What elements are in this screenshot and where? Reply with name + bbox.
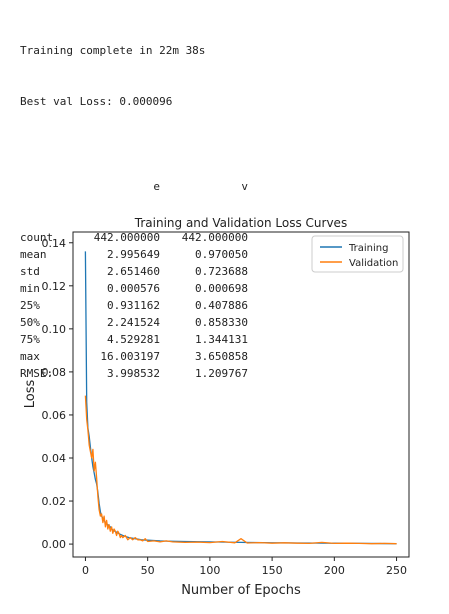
cell-v: 0.858330 xyxy=(195,316,248,329)
cell-v: 3.650858 xyxy=(195,350,248,363)
stats-table-row: std 2.651460 0.723688 xyxy=(20,263,248,280)
cell-e: 16.003197 xyxy=(100,350,160,363)
series-layer xyxy=(84,251,397,545)
loss-curve-chart: Training and Validation Loss Curves 0.00… xyxy=(23,216,410,598)
stats-table-row: count 442.000000 442.000000 xyxy=(20,229,248,246)
column-header: v xyxy=(241,180,248,193)
stats-table-row: max 16.003197 3.650858 xyxy=(20,348,248,365)
cell-v: 0.723688 xyxy=(195,265,248,278)
row-label: max xyxy=(20,350,40,363)
x-tick-label: 200 xyxy=(324,564,345,577)
y-tick-label: 0.12 xyxy=(42,280,67,293)
row-label: 50% xyxy=(20,316,40,329)
cell-v: 442.000000 xyxy=(181,231,248,244)
cell-v: 1.209767 xyxy=(195,367,248,380)
stats-table-row: mean 2.995649 0.970050 xyxy=(20,246,248,263)
x-tick-label: 0 xyxy=(82,564,89,577)
row-label: RMSE: xyxy=(20,367,54,380)
cell-e: 0.931162 xyxy=(107,299,160,312)
best-val-loss-line: Best val Loss: 0.000096 xyxy=(20,95,173,108)
x-tick-label: 150 xyxy=(262,564,283,577)
series-line-validation xyxy=(84,395,397,545)
y-axis: 0.00 0.02 0.04 0.06 0.08 0.10 0.12 0.14 xyxy=(42,237,73,551)
column-header: e xyxy=(153,180,160,193)
cell-e: 4.529281 xyxy=(107,333,160,346)
x-axis-label: Number of Epochs xyxy=(181,583,301,598)
chart-legend: Training Validation xyxy=(311,235,404,273)
cell-v: 0.407886 xyxy=(195,299,248,312)
y-tick-label: 0.14 xyxy=(42,237,67,250)
y-tick-label: 0.02 xyxy=(42,495,67,508)
row-label: mean xyxy=(20,248,47,261)
cell-e: 442.000000 xyxy=(93,231,160,244)
x-axis: 0 50 100 150 200 250 xyxy=(82,557,407,577)
cell-e: 3.998532 xyxy=(107,367,160,380)
cell-v: 0.970050 xyxy=(195,248,248,261)
cell-e: 2.241524 xyxy=(107,316,160,329)
row-label: count xyxy=(20,231,54,244)
cell-e: 2.651460 xyxy=(107,265,160,278)
chart-title: Training and Validation Loss Curves xyxy=(134,216,347,230)
y-tick-label: 0.08 xyxy=(42,366,67,379)
row-label: 75% xyxy=(20,333,40,346)
cell-e: 2.995649 xyxy=(107,248,160,261)
y-tick-label: 0.06 xyxy=(42,409,67,422)
y-axis-label: Loss xyxy=(23,380,38,409)
console-output: Training complete in 22m 38s Best val Lo… xyxy=(20,8,248,416)
row-label: std xyxy=(20,265,40,278)
legend-label-validation: Validation xyxy=(349,258,398,269)
stats-table-row: RMSE: 3.998532 1.209767 xyxy=(20,365,248,382)
y-tick-label: 0.10 xyxy=(42,323,67,336)
stats-table-row: 25% 0.931162 0.407886 xyxy=(20,297,248,314)
x-tick-label: 250 xyxy=(386,564,407,577)
row-label: 25% xyxy=(20,299,40,312)
series-line-training xyxy=(84,251,397,545)
cell-e: 0.000576 xyxy=(107,282,160,295)
stats-table-row: min 0.000576 0.000698 xyxy=(20,280,248,297)
plot-frame xyxy=(72,231,410,558)
row-label: min xyxy=(20,282,40,295)
stats-table-row: 50% 2.241524 0.858330 xyxy=(20,314,248,331)
cell-v: 1.344131 xyxy=(195,333,248,346)
cell-v: 0.000698 xyxy=(195,282,248,295)
legend-box xyxy=(311,235,404,273)
legend-label-training: Training xyxy=(348,243,388,254)
y-tick-label: 0.04 xyxy=(42,452,67,465)
x-tick-label: 50 xyxy=(141,564,155,577)
y-tick-label: 0.00 xyxy=(42,538,67,551)
training-complete-line: Training complete in 22m 38s xyxy=(20,44,206,57)
stats-table-row: 75% 4.529281 1.344131 xyxy=(20,331,248,348)
x-tick-label: 100 xyxy=(199,564,220,577)
